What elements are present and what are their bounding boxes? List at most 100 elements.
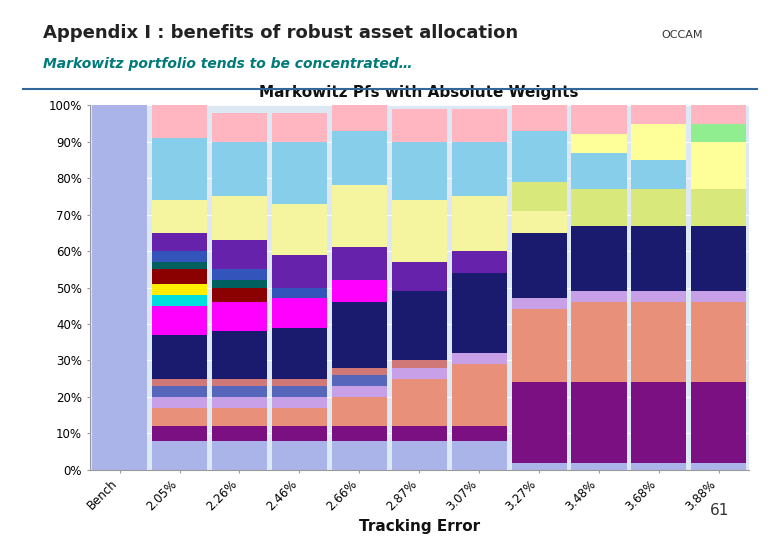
Bar: [152, 335, 207, 379]
Bar: [572, 189, 626, 226]
X-axis label: Tracking Error: Tracking Error: [359, 518, 480, 534]
Bar: [392, 426, 447, 441]
Bar: [631, 124, 686, 160]
Bar: [691, 105, 746, 124]
Bar: [631, 189, 686, 226]
Text: OCCAM: OCCAM: [661, 30, 704, 40]
Bar: [272, 441, 327, 470]
Bar: [572, 302, 626, 382]
Bar: [392, 368, 447, 379]
Title: Markowitz Pfs with Absolute Weights: Markowitz Pfs with Absolute Weights: [260, 85, 579, 100]
Bar: [452, 426, 507, 441]
Bar: [152, 397, 207, 408]
Bar: [152, 251, 207, 262]
Bar: [212, 379, 267, 386]
Bar: [152, 386, 207, 397]
Bar: [92, 105, 147, 470]
Bar: [512, 462, 566, 470]
Bar: [212, 141, 267, 197]
Bar: [392, 141, 447, 200]
Bar: [691, 226, 746, 291]
Bar: [152, 295, 207, 306]
Bar: [152, 200, 207, 233]
Bar: [212, 386, 267, 397]
Bar: [332, 386, 387, 397]
Bar: [631, 291, 686, 302]
Bar: [152, 262, 207, 269]
Bar: [512, 182, 566, 211]
Bar: [452, 109, 507, 141]
Bar: [212, 197, 267, 240]
Bar: [272, 426, 327, 441]
Bar: [212, 269, 267, 280]
Bar: [392, 262, 447, 291]
Bar: [572, 153, 626, 189]
Bar: [212, 408, 267, 426]
Bar: [572, 105, 626, 134]
Bar: [332, 280, 387, 302]
Bar: [152, 138, 207, 200]
Bar: [152, 408, 207, 426]
Bar: [272, 386, 327, 397]
Bar: [152, 426, 207, 441]
Bar: [631, 160, 686, 189]
Bar: [212, 112, 267, 141]
Bar: [572, 382, 626, 462]
Bar: [392, 379, 447, 426]
Bar: [152, 306, 207, 335]
Bar: [631, 226, 686, 291]
Bar: [691, 141, 746, 189]
Bar: [392, 291, 447, 361]
Bar: [512, 211, 566, 233]
Bar: [631, 382, 686, 462]
Text: Appendix I : benefits of robust asset allocation: Appendix I : benefits of robust asset al…: [43, 24, 518, 42]
Bar: [212, 397, 267, 408]
Bar: [272, 379, 327, 386]
Bar: [332, 105, 387, 131]
Bar: [691, 302, 746, 382]
Bar: [212, 287, 267, 302]
Bar: [392, 360, 447, 368]
Bar: [572, 226, 626, 291]
Bar: [212, 426, 267, 441]
Bar: [272, 255, 327, 287]
Bar: [152, 105, 207, 138]
Bar: [332, 441, 387, 470]
Bar: [572, 462, 626, 470]
Bar: [272, 204, 327, 255]
Bar: [152, 284, 207, 295]
Bar: [332, 397, 387, 426]
Bar: [452, 141, 507, 197]
Bar: [392, 441, 447, 470]
Bar: [512, 131, 566, 182]
Bar: [152, 233, 207, 251]
Bar: [152, 441, 207, 470]
Bar: [452, 197, 507, 251]
Bar: [512, 105, 566, 131]
Bar: [272, 299, 327, 328]
Bar: [212, 240, 267, 269]
Bar: [392, 200, 447, 262]
Bar: [272, 397, 327, 408]
Bar: [332, 131, 387, 185]
Bar: [332, 368, 387, 375]
Text: 61: 61: [710, 503, 729, 518]
Bar: [152, 379, 207, 386]
Bar: [631, 105, 686, 124]
Bar: [332, 186, 387, 247]
Bar: [332, 247, 387, 280]
Bar: [452, 251, 507, 273]
Bar: [512, 309, 566, 382]
Bar: [512, 382, 566, 462]
Bar: [272, 112, 327, 141]
Bar: [272, 328, 327, 379]
Bar: [332, 375, 387, 386]
Bar: [572, 134, 626, 153]
Bar: [152, 269, 207, 284]
Bar: [452, 353, 507, 364]
Bar: [452, 273, 507, 353]
Bar: [272, 287, 327, 299]
Bar: [691, 462, 746, 470]
Bar: [691, 291, 746, 302]
Text: Markowitz portfolio tends to be concentrated…: Markowitz portfolio tends to be concentr…: [43, 57, 413, 71]
